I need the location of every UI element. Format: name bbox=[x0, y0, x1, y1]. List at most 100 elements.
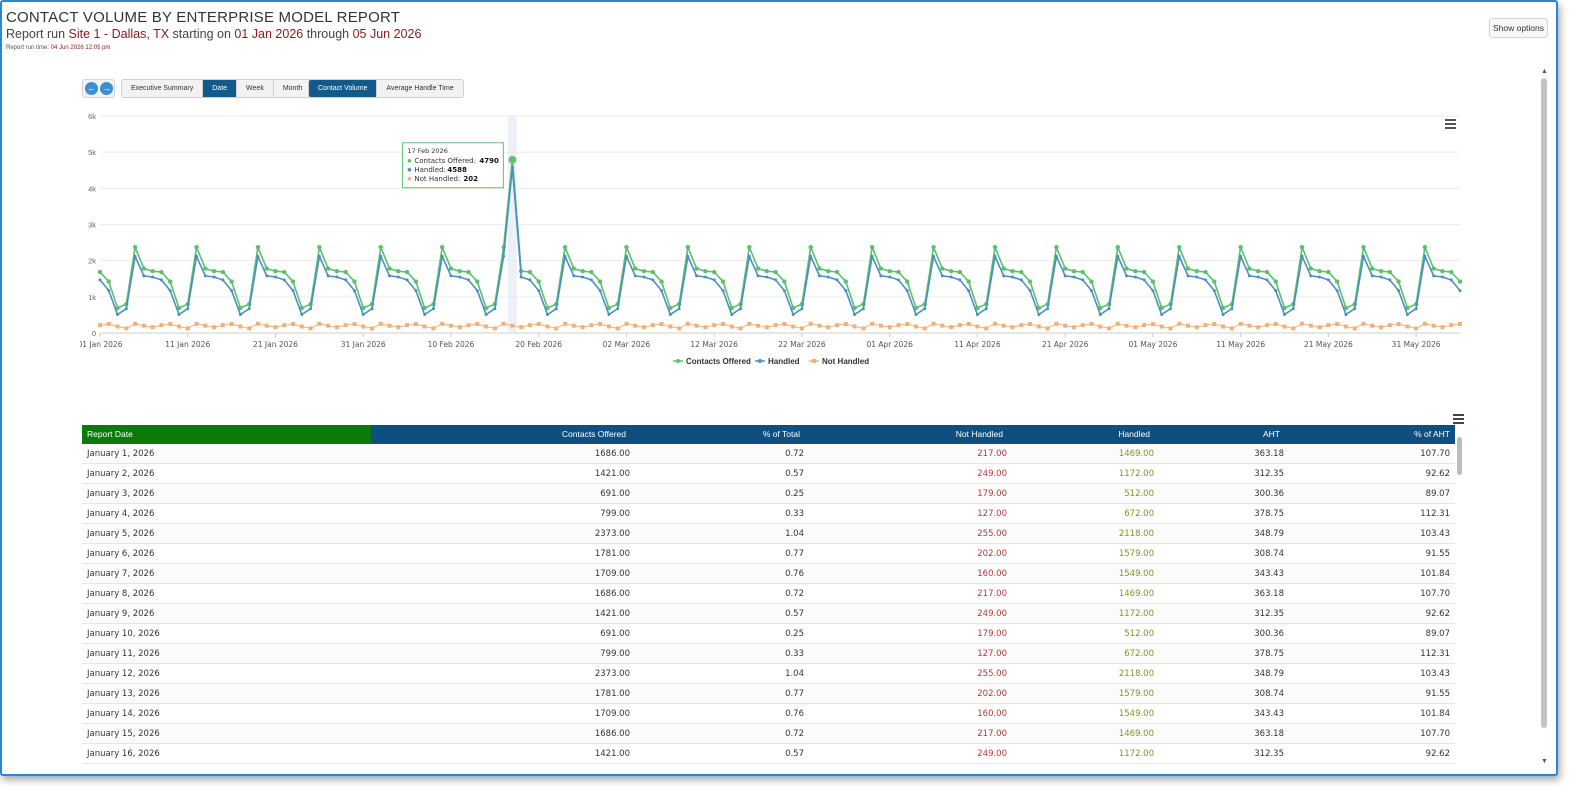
legend-item-label[interactable]: Contacts Offered bbox=[686, 357, 751, 366]
handled-point bbox=[581, 275, 585, 279]
contacts-offered-point bbox=[396, 268, 401, 274]
table-cell: 512.00 bbox=[1124, 629, 1154, 639]
handled-point bbox=[984, 307, 988, 311]
not-handled-point bbox=[1115, 321, 1120, 326]
handled-point bbox=[905, 289, 909, 293]
col-report-date[interactable]: Report Date bbox=[82, 425, 371, 444]
contacts-offered-point bbox=[545, 305, 550, 311]
col-percent-aht[interactable]: % of AHT bbox=[1414, 429, 1450, 439]
table-cell: 1469.00 bbox=[1118, 729, 1154, 739]
not-handled-point bbox=[1107, 326, 1112, 331]
table-row[interactable]: January 5, 2026 2373.00 1.04 255.00 2118.00 3… bbox=[82, 524, 1455, 544]
col-contacts-offered[interactable]: Contacts Offered bbox=[561, 429, 626, 439]
table-cell: 308.74 bbox=[1254, 549, 1284, 559]
contacts-offered-point bbox=[966, 279, 971, 284]
x-tick-label: 20 Feb 2026 bbox=[515, 340, 562, 349]
not-handled-point bbox=[1352, 326, 1357, 331]
scroll-down-icon[interactable]: ▼ bbox=[1541, 758, 1548, 765]
handled-point bbox=[1168, 307, 1172, 311]
table-cell: January 3, 2026 bbox=[87, 489, 155, 499]
page-scrollbar[interactable]: ▲ ▼ bbox=[1539, 68, 1551, 768]
table-cell: 1549.00 bbox=[1118, 709, 1154, 719]
table-row[interactable]: January 9, 2026 1421.00 0.57 249.00 1172.00 3… bbox=[82, 604, 1455, 624]
table-row[interactable]: January 10, 2026 691.00 0.25 179.00 512.00 30… bbox=[82, 624, 1455, 644]
tooltip-value: 4790 bbox=[479, 157, 499, 165]
not-handled-point bbox=[1124, 323, 1129, 328]
table-cell: 1421.00 bbox=[594, 469, 630, 479]
table-row[interactable]: January 14, 2026 1709.00 0.76 160.00 1549.00… bbox=[82, 704, 1455, 724]
not-handled-point bbox=[992, 321, 997, 326]
scroll-up-icon[interactable]: ▲ bbox=[1541, 68, 1548, 75]
table-row[interactable]: January 2, 2026 1421.00 0.57 249.00 1172.00 3… bbox=[82, 464, 1455, 484]
table-cell: 1781.00 bbox=[594, 549, 630, 559]
handled-point bbox=[774, 278, 778, 282]
handled-point bbox=[238, 312, 242, 316]
table-menu-icon[interactable] bbox=[1453, 414, 1464, 426]
table-row[interactable]: January 13, 2026 1781.00 0.77 202.00 1579.00… bbox=[82, 684, 1455, 704]
not-handled-point bbox=[1414, 326, 1419, 331]
table-cell: 1469.00 bbox=[1118, 589, 1154, 599]
handled-point bbox=[352, 289, 356, 293]
table-row[interactable]: January 11, 2026 799.00 0.33 127.00 672.00 37… bbox=[82, 644, 1455, 664]
average-handle-time-button[interactable]: Average Handle Time bbox=[377, 80, 463, 97]
handled-point bbox=[370, 307, 374, 311]
not-handled-point bbox=[220, 323, 225, 328]
table-scrollbar[interactable] bbox=[1456, 434, 1464, 770]
handled-point bbox=[721, 289, 725, 293]
table-row[interactable]: January 4, 2026 799.00 0.33 127.00 672.00 378… bbox=[82, 504, 1455, 524]
table-cell: January 13, 2026 bbox=[87, 689, 160, 699]
table-row[interactable]: January 15, 2026 1686.00 0.72 217.00 1469.00… bbox=[82, 724, 1455, 744]
table-row[interactable]: January 8, 2026 1686.00 0.72 217.00 1469.00 3… bbox=[82, 584, 1455, 604]
chart-menu-icon[interactable] bbox=[1445, 119, 1456, 131]
handled-point bbox=[1458, 289, 1462, 293]
arrow-left-icon[interactable]: ← bbox=[85, 82, 98, 95]
table-cell: 1.04 bbox=[785, 529, 804, 539]
page-scroll-thumb[interactable] bbox=[1541, 78, 1547, 728]
table-cell: 0.57 bbox=[785, 749, 804, 759]
contacts-offered-point bbox=[685, 244, 691, 250]
table-row[interactable]: January 6, 2026 1781.00 0.77 202.00 1579.00 3… bbox=[82, 544, 1455, 564]
not-handled-point bbox=[133, 321, 138, 326]
not-handled-point bbox=[720, 321, 725, 326]
table-cell: 312.35 bbox=[1254, 469, 1284, 479]
legend-item-label[interactable]: Handled bbox=[768, 357, 800, 366]
contacts-offered-point bbox=[1247, 266, 1252, 271]
handled-point bbox=[545, 312, 549, 316]
table-row[interactable]: January 1, 2026 1686.00 0.72 217.00 1469.00 3… bbox=[82, 444, 1455, 464]
contacts-offered-point bbox=[1273, 279, 1278, 284]
executive-summary-button[interactable]: Executive Summary bbox=[122, 80, 204, 97]
handled-point bbox=[449, 274, 453, 278]
table-row[interactable]: January 7, 2026 1709.00 0.76 160.00 1549.00 3… bbox=[82, 564, 1455, 584]
col-handled[interactable]: Handled bbox=[1118, 429, 1150, 439]
week-button[interactable]: Week bbox=[237, 80, 274, 97]
show-options-button[interactable]: Show options bbox=[1489, 18, 1548, 38]
tooltip-dot bbox=[407, 176, 412, 181]
col-aht[interactable]: AHT bbox=[1263, 429, 1280, 439]
arrow-right-icon[interactable]: → bbox=[100, 82, 113, 95]
contacts-offered-point bbox=[957, 269, 963, 275]
month-button[interactable]: Month bbox=[273, 80, 312, 97]
not-handled-point bbox=[1458, 321, 1462, 326]
handled-point bbox=[616, 307, 620, 311]
table-cell: 1709.00 bbox=[594, 569, 630, 579]
table-cell: 112.31 bbox=[1420, 649, 1450, 659]
legend-item-label[interactable]: Not Handled bbox=[822, 357, 869, 366]
table-cell: 91.55 bbox=[1425, 549, 1450, 559]
contact-volume-button[interactable]: Contact Volume bbox=[309, 80, 378, 97]
table-row[interactable]: January 12, 2026 2373.00 1.04 255.00 2118.00… bbox=[82, 664, 1455, 684]
col-not-handled[interactable]: Not Handled bbox=[955, 429, 1003, 439]
contacts-offered-point bbox=[361, 305, 366, 311]
table-scroll-thumb[interactable] bbox=[1457, 437, 1462, 475]
not-handled-point bbox=[1291, 326, 1296, 331]
handled-point bbox=[809, 254, 813, 258]
handled-point bbox=[1177, 254, 1181, 258]
table-cell: 1421.00 bbox=[594, 609, 630, 619]
col-percent-total[interactable]: % of Total bbox=[762, 429, 800, 439]
contacts-offered-point bbox=[457, 268, 462, 274]
table-cell: 179.00 bbox=[977, 629, 1007, 639]
handled-point bbox=[423, 312, 427, 316]
date-button[interactable]: Date bbox=[203, 80, 238, 97]
table-row[interactable]: January 3, 2026 691.00 0.25 179.00 512.00 300… bbox=[82, 484, 1455, 504]
table-row[interactable]: January 16, 2026 1421.00 0.57 249.00 1172.00… bbox=[82, 744, 1455, 764]
not-handled-point bbox=[1150, 321, 1155, 326]
